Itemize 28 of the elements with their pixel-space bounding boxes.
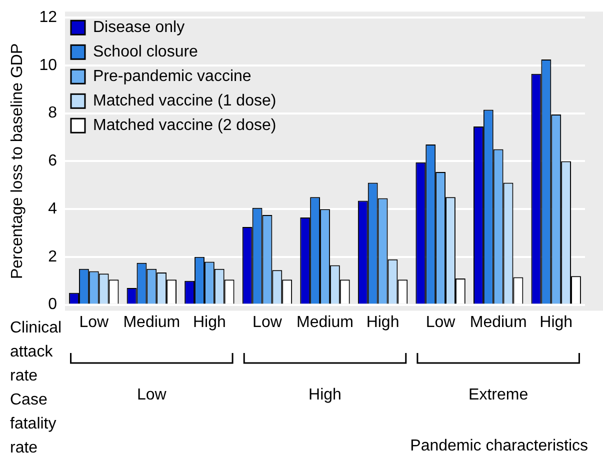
- legend-label: School closure: [92, 44, 198, 61]
- legend-label: Matched vaccine (1 dose): [92, 92, 276, 110]
- text: Extreme: [468, 386, 528, 404]
- x-tick-label: Medium: [470, 314, 527, 331]
- text: High: [308, 386, 342, 404]
- y-axis-title: Percentage loss to baseline GDP: [9, 43, 26, 280]
- y-tick-label: 0: [48, 296, 58, 314]
- y-tick-label: 8: [48, 104, 58, 122]
- x-tick-label: Medium: [123, 314, 180, 331]
- legend-label: Pre-pandemic vaccine: [92, 68, 252, 86]
- x-tick-label: High: [192, 314, 226, 331]
- text: Pandemic characteristics: [410, 437, 588, 454]
- legend-label: Disease only: [92, 19, 185, 36]
- y-tick-label: 10: [39, 56, 58, 74]
- text: Case fatality rate: [10, 391, 56, 456]
- legend-label: Matched vaccine (2 dose): [92, 117, 276, 134]
- y-tick-label: 2: [48, 248, 58, 266]
- x-tick-label: Low: [79, 314, 110, 331]
- x-tick-label: Medium: [296, 314, 354, 331]
- y-tick-label: 4: [48, 200, 58, 218]
- x-tick-label: Low: [426, 314, 456, 331]
- text: Low: [136, 386, 167, 404]
- x-tick-label: High: [540, 314, 573, 331]
- y-tick-label: 12: [39, 9, 58, 26]
- x-tick-label: High: [366, 314, 400, 331]
- text: Clinical attack rate: [10, 319, 62, 384]
- x-tick-label: Low: [252, 314, 282, 331]
- y-tick-label: 6: [48, 152, 58, 170]
